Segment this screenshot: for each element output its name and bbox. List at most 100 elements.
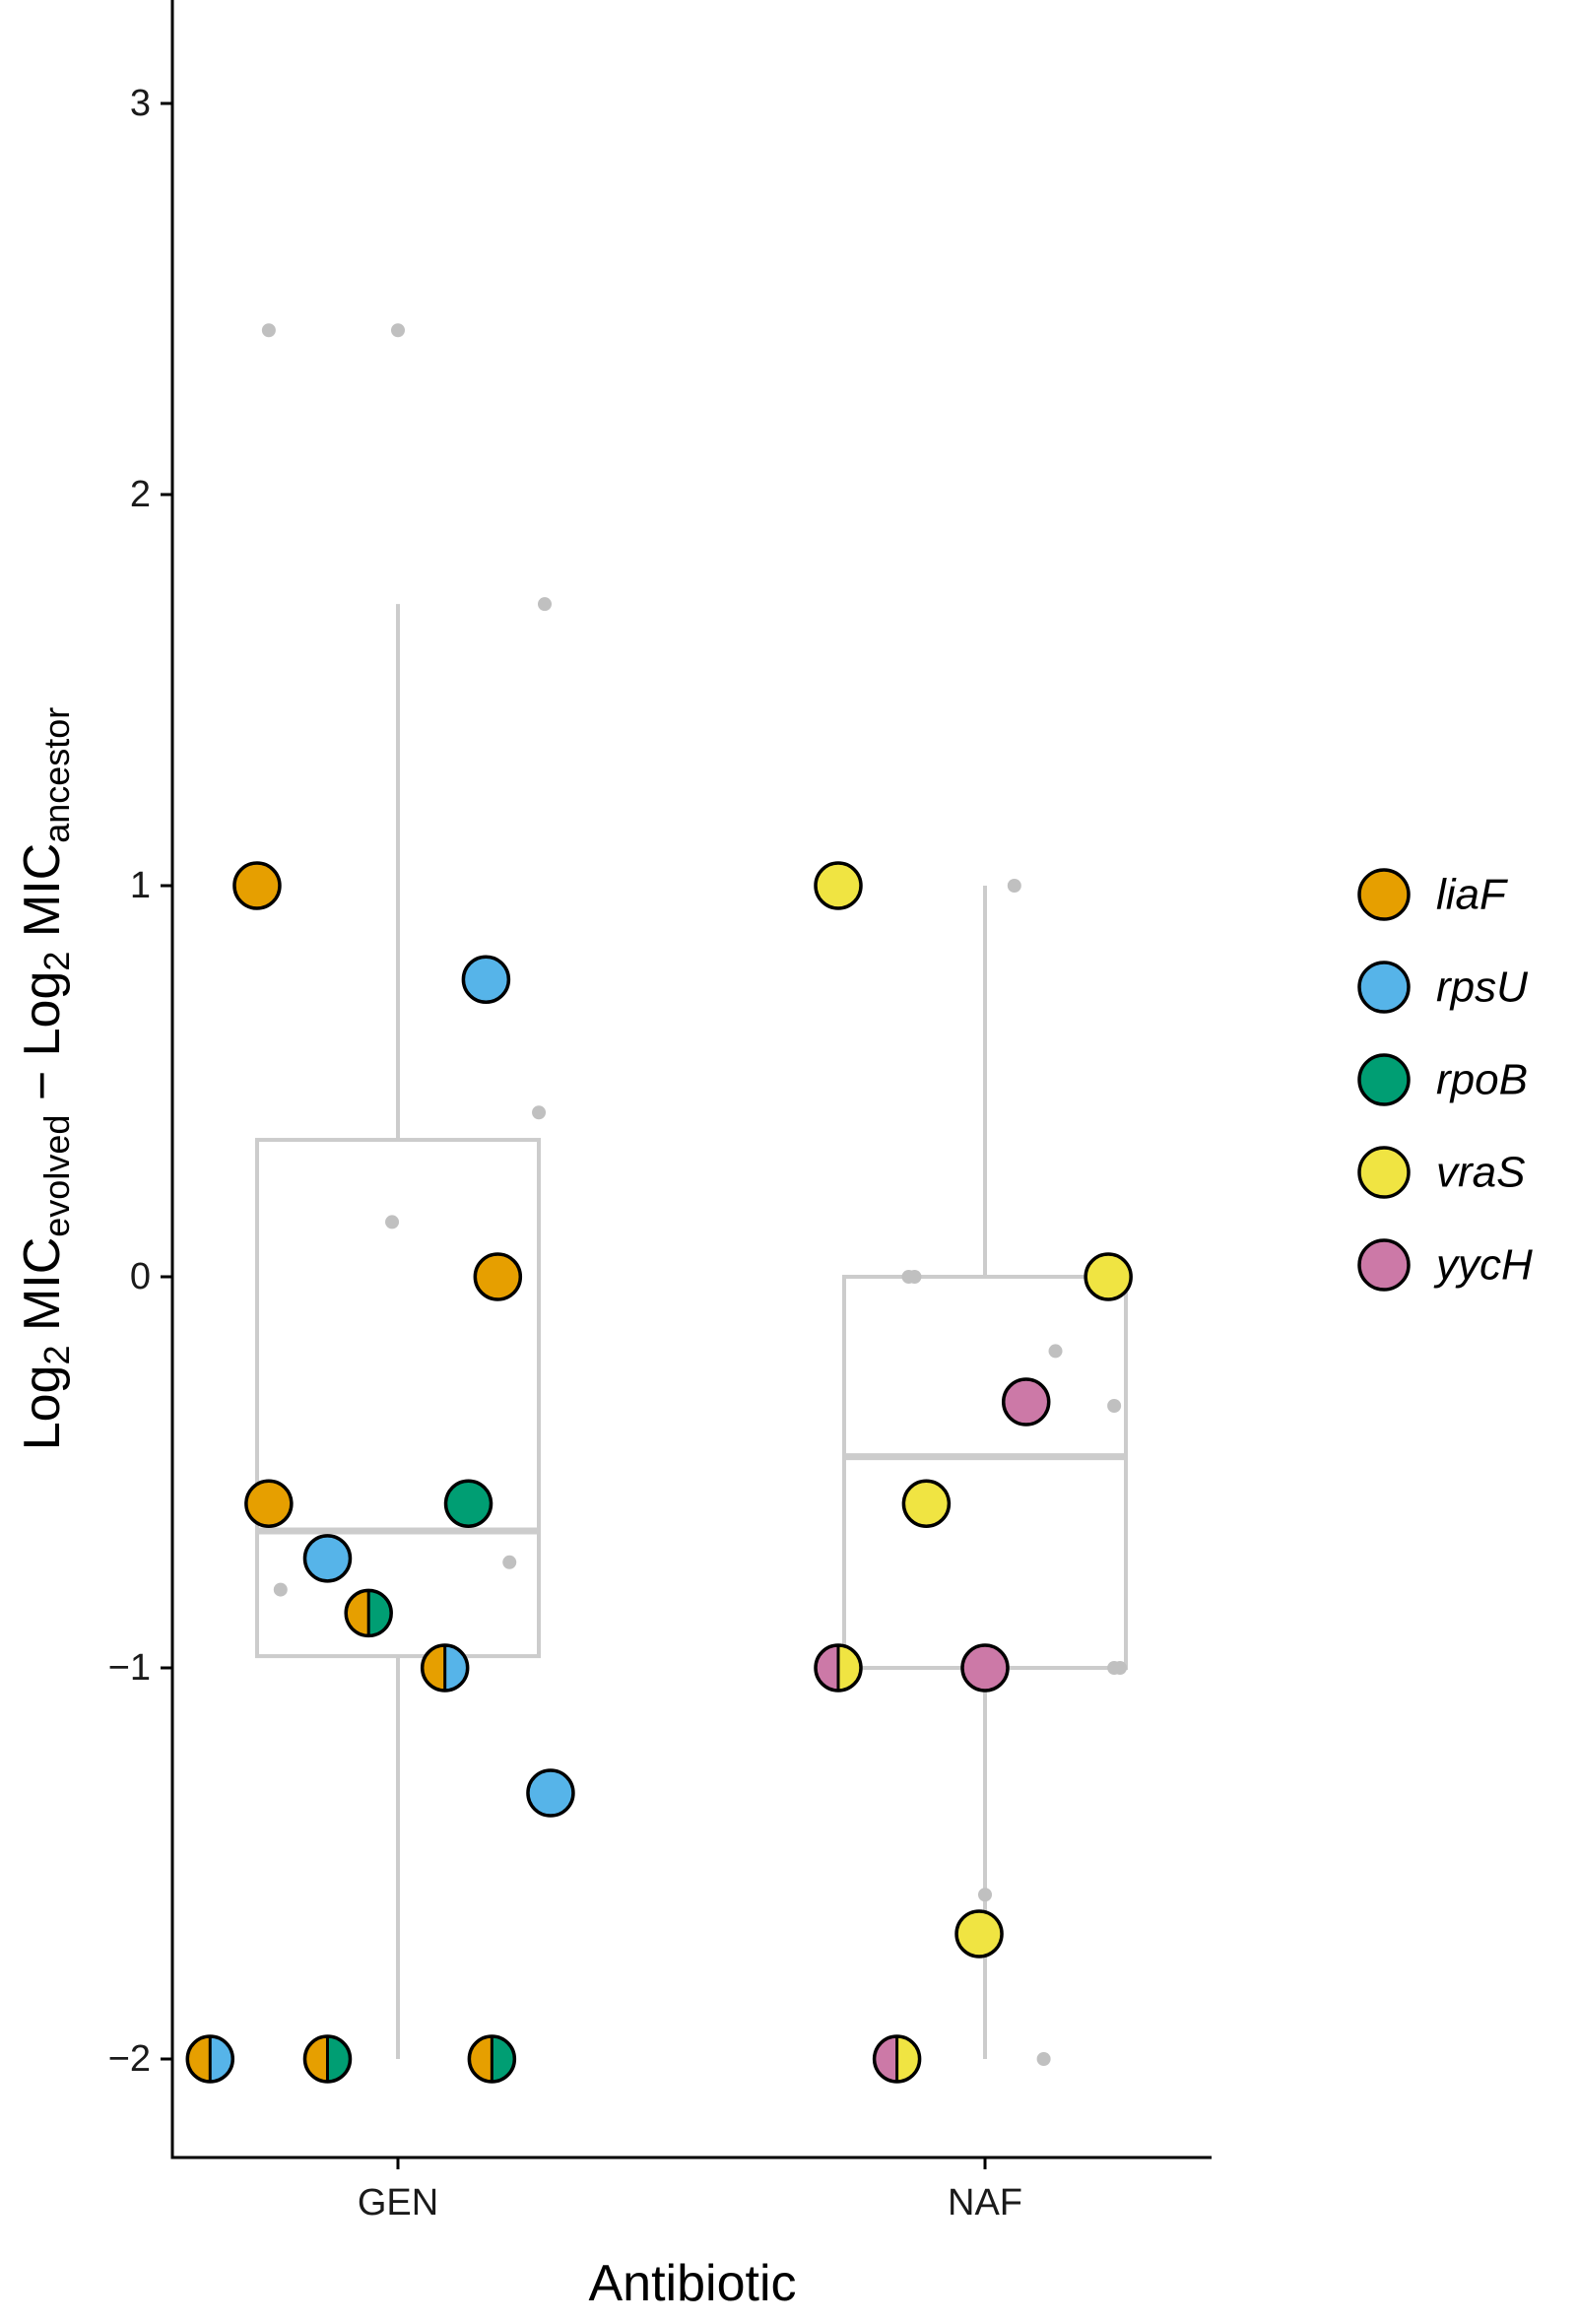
marker-right-half	[492, 2036, 515, 2082]
mutant-point	[467, 2034, 517, 2084]
background-point	[1036, 2052, 1051, 2066]
legend-swatch	[1357, 1053, 1411, 1106]
mutant-marker	[526, 1768, 575, 1818]
y-tick-label: 1	[130, 865, 151, 906]
box-iqr	[842, 1275, 1128, 1670]
axes-layer	[170, 0, 1212, 2159]
y-tick-label: −2	[108, 2038, 151, 2080]
marker-outline	[814, 1643, 863, 1693]
mutant-point	[302, 2034, 353, 2084]
background-point	[502, 1555, 517, 1569]
background-point	[1048, 1344, 1063, 1359]
mutant-point	[872, 2034, 922, 2084]
marker-right-half	[327, 2036, 351, 2082]
mutant-marker	[461, 955, 511, 1005]
marker-outline	[467, 2034, 517, 2084]
legend-item-rpoB: rpoB	[1357, 1053, 1528, 1106]
legend-swatch	[1357, 1146, 1411, 1199]
mutant-marker	[1084, 1252, 1133, 1301]
marker-left-half	[469, 2036, 493, 2082]
y-tick-label: 2	[130, 474, 151, 515]
marker-left-half	[346, 1590, 369, 1636]
legend-item-yycH: yycH	[1357, 1238, 1533, 1292]
y-axis-title-subscript: ancestor	[36, 707, 77, 843]
mutant-marker	[814, 861, 863, 910]
mutant-point	[244, 1479, 294, 1529]
legend-label: liaF	[1436, 871, 1508, 919]
x-ticks-layer: GEN NAF	[358, 2158, 1022, 2224]
marker-left-half	[187, 2036, 211, 2082]
background-point	[1007, 879, 1021, 893]
mutant-point	[443, 1479, 493, 1529]
mutant-point	[420, 1643, 470, 1693]
mutant-marker	[954, 1909, 1004, 1959]
mutant-point	[814, 861, 863, 910]
mutant-point	[960, 1643, 1010, 1693]
mutant-marker	[960, 1643, 1010, 1693]
legend-swatch	[1357, 1238, 1411, 1292]
marker-left-half	[422, 1645, 445, 1691]
y-axis-title-part: − Log	[14, 971, 71, 1115]
y-axis-title-part: Log	[14, 1365, 71, 1451]
background-point	[1113, 1661, 1128, 1675]
legend-label: rpoB	[1436, 1056, 1528, 1104]
background-point	[385, 1215, 400, 1229]
mutant-point	[814, 1643, 863, 1693]
y-ticks-layer: −2 −1 0 1 2 3	[108, 83, 172, 2080]
y-tick-label: −1	[108, 1647, 151, 1689]
mutant-marker	[901, 1479, 952, 1529]
background-point	[907, 1270, 922, 1284]
legend: liaF rpsU rpoB vraS yycH	[1357, 868, 1533, 1292]
background-point	[261, 323, 276, 338]
mutant-point	[954, 1909, 1004, 1959]
marker-right-half	[896, 2036, 920, 2082]
mutant-point	[473, 1252, 523, 1301]
marker-right-half	[210, 2036, 233, 2082]
legend-label: yycH	[1433, 1241, 1533, 1290]
legend-item-rpsU: rpsU	[1357, 961, 1528, 1014]
marker-outline	[302, 2034, 353, 2084]
mutant-marker	[443, 1479, 493, 1529]
marker-right-half	[368, 1590, 392, 1636]
mutant-point	[185, 2034, 235, 2084]
mutant-point	[232, 861, 282, 910]
box-layer	[255, 604, 1128, 2059]
background-point	[532, 1105, 547, 1120]
y-axis-title-subscript: 2	[36, 1345, 77, 1364]
box-iqr	[255, 1138, 541, 1659]
marker-outline	[872, 2034, 922, 2084]
background-point	[978, 1888, 992, 1902]
marker-right-half	[444, 1645, 468, 1691]
y-axis-title-part: MIC	[14, 843, 71, 952]
legend-item-vraS: vraS	[1357, 1146, 1525, 1199]
mutant-marker	[244, 1479, 294, 1529]
background-point	[1107, 1399, 1122, 1414]
x-axis-title: Antibiotic	[589, 2255, 797, 2312]
mutant-point	[901, 1479, 952, 1529]
box-gen	[255, 604, 541, 2059]
mutant-marker	[1001, 1377, 1051, 1427]
mutant-point	[302, 1534, 353, 1583]
background-point	[391, 323, 405, 338]
marker-left-half	[874, 2036, 897, 2082]
y-axis-title: Log2 MICevolved − Log2 MICancestor	[14, 707, 77, 1451]
mutant-points-layer	[185, 861, 1133, 2084]
y-tick-label: 3	[130, 83, 151, 124]
background-points-layer	[261, 323, 1128, 2066]
mutant-point	[1084, 1252, 1133, 1301]
mutant-marker	[232, 861, 282, 910]
marker-left-half	[816, 1645, 838, 1691]
legend-swatch	[1357, 961, 1411, 1014]
mutant-marker	[302, 1534, 353, 1583]
x-tick-label: GEN	[358, 2182, 438, 2224]
legend-label: rpsU	[1436, 963, 1528, 1012]
y-axis-title-subscript: 2	[36, 952, 77, 971]
background-point	[273, 1582, 288, 1597]
legend-item-liaF: liaF	[1357, 868, 1508, 921]
legend-swatch	[1357, 868, 1411, 921]
box-naf	[842, 886, 1128, 2059]
marker-outline	[344, 1588, 393, 1638]
marker-right-half	[838, 1645, 861, 1691]
legend-label: vraS	[1436, 1149, 1525, 1197]
